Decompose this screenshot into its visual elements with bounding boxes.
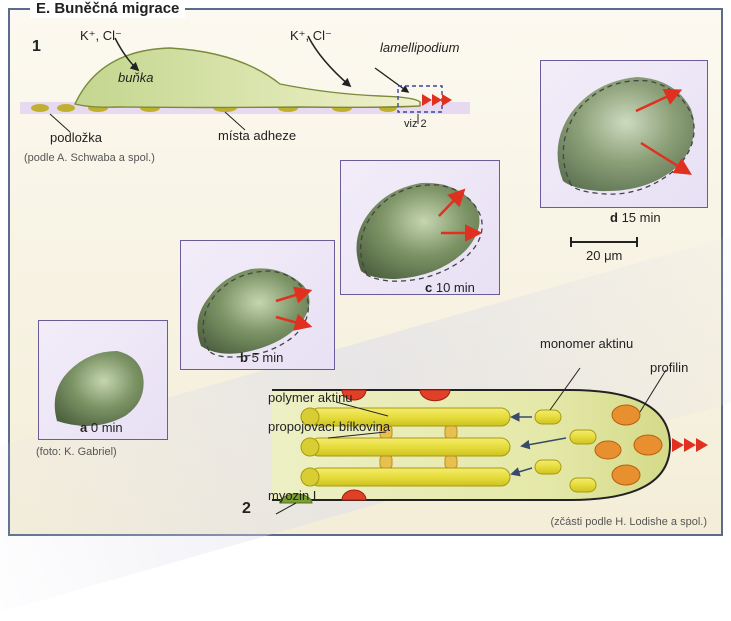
profilin (595, 441, 621, 459)
profilin-label: profilin (650, 360, 688, 375)
viz2-text: viz 2 (404, 118, 427, 130)
myosin-label: myozin I (268, 488, 316, 503)
snapshot-c-label: c 10 min (425, 280, 475, 295)
podlozka-label: podložka (50, 130, 102, 145)
panel-title-wrap: E. Buněčná migrace (30, 0, 185, 18)
lamellipodium-pointer (375, 68, 408, 92)
adheze-label: místa adheze (218, 128, 296, 143)
section-number-2: 2 (242, 500, 251, 518)
panel-title: E. Buněčná migrace (36, 0, 179, 17)
lamellipodium-label: lamellipodium (380, 40, 459, 55)
leader-myosin (276, 503, 296, 514)
panel-frame: E. Buněčná migrace 1 (8, 8, 723, 536)
tip-arrows (672, 438, 708, 452)
kcl-label-left: K⁺, Cl⁻ (80, 28, 122, 44)
actin-monomer (535, 410, 561, 424)
lamellipodium-diagram-svg (270, 360, 710, 530)
actin-polymer-mid (301, 438, 510, 456)
snapshot-d (540, 60, 708, 208)
actin-monomer (535, 460, 561, 474)
snapshot-c-letter: c (425, 280, 432, 295)
snapshot-b-letter: b (240, 350, 248, 365)
snapshot-c-time: 10 min (436, 280, 475, 295)
credit-gabriel: (foto: K. Gabriel) (36, 446, 117, 458)
polymer-label: polymer aktinu (268, 390, 353, 405)
crosslink (445, 456, 457, 468)
bunka-label: buňka (118, 70, 153, 85)
crosslink (445, 426, 457, 438)
viz2-label: viz 2 (404, 118, 427, 130)
snapshot-d-letter: d (610, 210, 618, 225)
scale-label: 20 μm (586, 248, 622, 263)
adhesion (57, 104, 75, 112)
profilin (612, 465, 640, 485)
profilin (612, 405, 640, 425)
snapshot-a-label: a 0 min (80, 420, 123, 435)
actin-monomer (570, 478, 596, 492)
credit-schwab: (podle A. Schwaba a spol.) (24, 152, 155, 164)
snapshot-c-svg (341, 161, 500, 295)
snapshot-c (340, 160, 500, 295)
snapshot-a-time: 0 min (91, 420, 123, 435)
snapshot-d-label: d 15 min (610, 210, 661, 225)
snapshot-d-svg (541, 61, 708, 208)
adhesion (31, 104, 49, 112)
leader-profilin (640, 370, 666, 412)
monomer-label: monomer aktinu (540, 336, 633, 351)
crosslink-label: propojovací bílkovina (268, 420, 390, 435)
credit-lodish: (zčásti podle H. Lodishe a spol.) (550, 516, 707, 528)
actin-monomer (570, 430, 596, 444)
profilin (634, 435, 662, 455)
kcl-label-right: K⁺, Cl⁻ (290, 28, 332, 44)
snapshot-a-letter: a (80, 420, 87, 435)
snapshot-d-time: 15 min (622, 210, 661, 225)
crosslink (380, 456, 392, 468)
actin-polymer-bottom (301, 468, 510, 486)
